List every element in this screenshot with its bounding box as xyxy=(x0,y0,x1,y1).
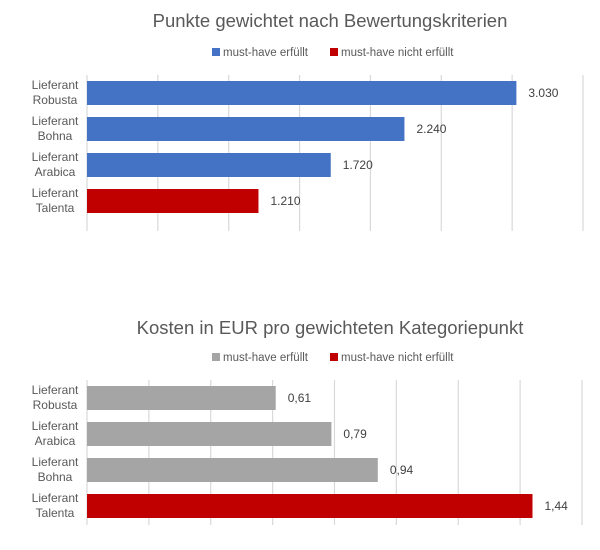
category-label: Lieferant xyxy=(32,491,79,505)
data-label: 0,61 xyxy=(288,391,312,405)
bar xyxy=(87,458,378,482)
data-label: 3.030 xyxy=(528,86,558,100)
bar xyxy=(87,81,517,105)
category-label: Robusta xyxy=(33,93,78,107)
legend-swatch xyxy=(212,48,220,56)
category-label: Lieferant xyxy=(32,455,79,469)
category-label: Arabica xyxy=(35,434,76,448)
legend-swatch xyxy=(330,48,338,56)
data-label: 1,44 xyxy=(545,499,569,513)
chart-punkte-gewichtet: Punkte gewichtet nach Bewertungskriterie… xyxy=(0,0,600,250)
data-label: 0,94 xyxy=(390,463,414,477)
chart-title: Punkte gewichtet nach Bewertungskriterie… xyxy=(153,10,508,31)
category-label: Lieferant xyxy=(32,78,79,92)
category-label: Bohna xyxy=(38,129,73,143)
legend-label: must-have nicht erfüllt xyxy=(341,352,454,364)
legend-swatch xyxy=(330,353,338,361)
category-label: Lieferant xyxy=(32,114,79,128)
category-label: Bohna xyxy=(38,470,73,484)
category-label: Talenta xyxy=(36,201,75,215)
category-label: Lieferant xyxy=(32,419,79,433)
bar xyxy=(87,117,405,141)
legend-swatch xyxy=(212,353,220,361)
data-label: 0,79 xyxy=(343,427,367,441)
category-label: Lieferant xyxy=(32,150,79,164)
chart-kosten-pro-punkt: Kosten in EUR pro gewichteten Kategoriep… xyxy=(0,305,600,550)
data-label: 1.720 xyxy=(343,158,373,172)
category-label: Lieferant xyxy=(32,383,79,397)
bar xyxy=(87,422,332,446)
legend-label: must-have erfüllt xyxy=(223,47,309,59)
data-label: 2.240 xyxy=(416,122,446,136)
bar xyxy=(87,494,533,518)
category-label: Robusta xyxy=(33,398,78,412)
bar xyxy=(87,153,331,177)
bar xyxy=(87,189,259,213)
bar xyxy=(87,386,276,410)
chart-title: Kosten in EUR pro gewichteten Kategoriep… xyxy=(137,317,524,338)
category-label: Arabica xyxy=(35,165,76,179)
legend-label: must-have erfüllt xyxy=(223,352,309,364)
category-label: Lieferant xyxy=(32,186,79,200)
category-label: Talenta xyxy=(36,506,75,520)
legend-label: must-have nicht erfüllt xyxy=(341,47,454,59)
chart-kosten-svg: Kosten in EUR pro gewichteten Kategoriep… xyxy=(32,317,583,525)
data-label: 1.210 xyxy=(270,194,300,208)
chart-punkte-svg: Punkte gewichtet nach Bewertungskriterie… xyxy=(32,10,584,231)
